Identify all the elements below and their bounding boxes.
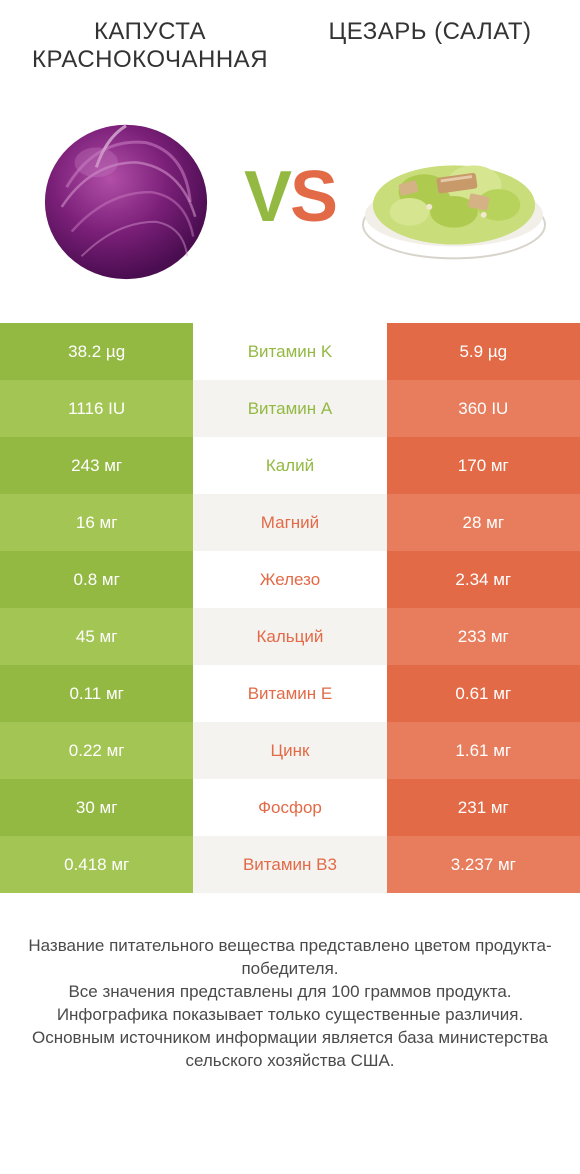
- table-row: 45 мгКальций233 мг: [0, 608, 580, 665]
- nutrient-name: Калий: [193, 437, 386, 494]
- nutrient-name: Витамин E: [193, 665, 386, 722]
- left-value: 30 мг: [0, 779, 193, 836]
- right-value: 231 мг: [387, 779, 580, 836]
- nutrient-name: Фосфор: [193, 779, 386, 836]
- red-cabbage-icon: [37, 108, 215, 286]
- left-value: 38.2 µg: [0, 323, 193, 380]
- comparison-table: 38.2 µgВитамин K5.9 µg1116 IUВитамин A36…: [0, 315, 580, 893]
- nutrient-name: Витамин K: [193, 323, 386, 380]
- right-value: 28 мг: [387, 494, 580, 551]
- table-row: 16 мгМагний28 мг: [0, 494, 580, 551]
- left-product-title: КАПУСТА КРАСНОКОЧАННАЯ: [10, 18, 290, 73]
- table-row: 0.8 мгЖелезо2.34 мг: [0, 551, 580, 608]
- right-value: 0.61 мг: [387, 665, 580, 722]
- vs-v: V: [244, 156, 290, 238]
- right-value: 170 мг: [387, 437, 580, 494]
- nutrient-name: Витамин B3: [193, 836, 386, 893]
- footer-line: Основным источником информации является …: [24, 1027, 556, 1073]
- right-value: 3.237 мг: [387, 836, 580, 893]
- left-product-image: [32, 103, 220, 291]
- right-value: 5.9 µg: [387, 323, 580, 380]
- table-row: 243 мгКалий170 мг: [0, 437, 580, 494]
- header: КАПУСТА КРАСНОКОЧАННАЯ ЦЕЗАРЬ (САЛАТ): [0, 0, 580, 73]
- right-value: 1.61 мг: [387, 722, 580, 779]
- right-value: 233 мг: [387, 608, 580, 665]
- nutrient-name: Кальций: [193, 608, 386, 665]
- table-row: 1116 IUВитамин A360 IU: [0, 380, 580, 437]
- left-value: 45 мг: [0, 608, 193, 665]
- images-row: VS: [0, 73, 580, 315]
- vs-label: VS: [244, 156, 336, 238]
- right-product-title: ЦЕЗАРЬ (САЛАТ): [290, 18, 570, 46]
- table-row: 0.11 мгВитамин E0.61 мг: [0, 665, 580, 722]
- left-value: 243 мг: [0, 437, 193, 494]
- footer-line: Все значения представлены для 100 граммо…: [24, 981, 556, 1004]
- right-product-image: [360, 103, 548, 291]
- nutrient-name: Витамин A: [193, 380, 386, 437]
- right-value: 360 IU: [387, 380, 580, 437]
- table-row: 38.2 µgВитамин K5.9 µg: [0, 323, 580, 380]
- nutrient-name: Магний: [193, 494, 386, 551]
- nutrient-name: Цинк: [193, 722, 386, 779]
- table-row: 0.22 мгЦинк1.61 мг: [0, 722, 580, 779]
- vs-s: S: [290, 156, 336, 238]
- footer-line: Инфографика показывает только существенн…: [24, 1004, 556, 1027]
- table-row: 30 мгФосфор231 мг: [0, 779, 580, 836]
- footer-notes: Название питательного вещества представл…: [0, 893, 580, 1073]
- left-value: 0.8 мг: [0, 551, 193, 608]
- table-row: 0.418 мгВитамин B33.237 мг: [0, 836, 580, 893]
- left-value: 1116 IU: [0, 380, 193, 437]
- left-value: 0.11 мг: [0, 665, 193, 722]
- caesar-salad-icon: [360, 127, 548, 267]
- footer-line: Название питательного вещества представл…: [24, 935, 556, 981]
- right-value: 2.34 мг: [387, 551, 580, 608]
- left-value: 0.418 мг: [0, 836, 193, 893]
- nutrient-name: Железо: [193, 551, 386, 608]
- left-value: 0.22 мг: [0, 722, 193, 779]
- left-value: 16 мг: [0, 494, 193, 551]
